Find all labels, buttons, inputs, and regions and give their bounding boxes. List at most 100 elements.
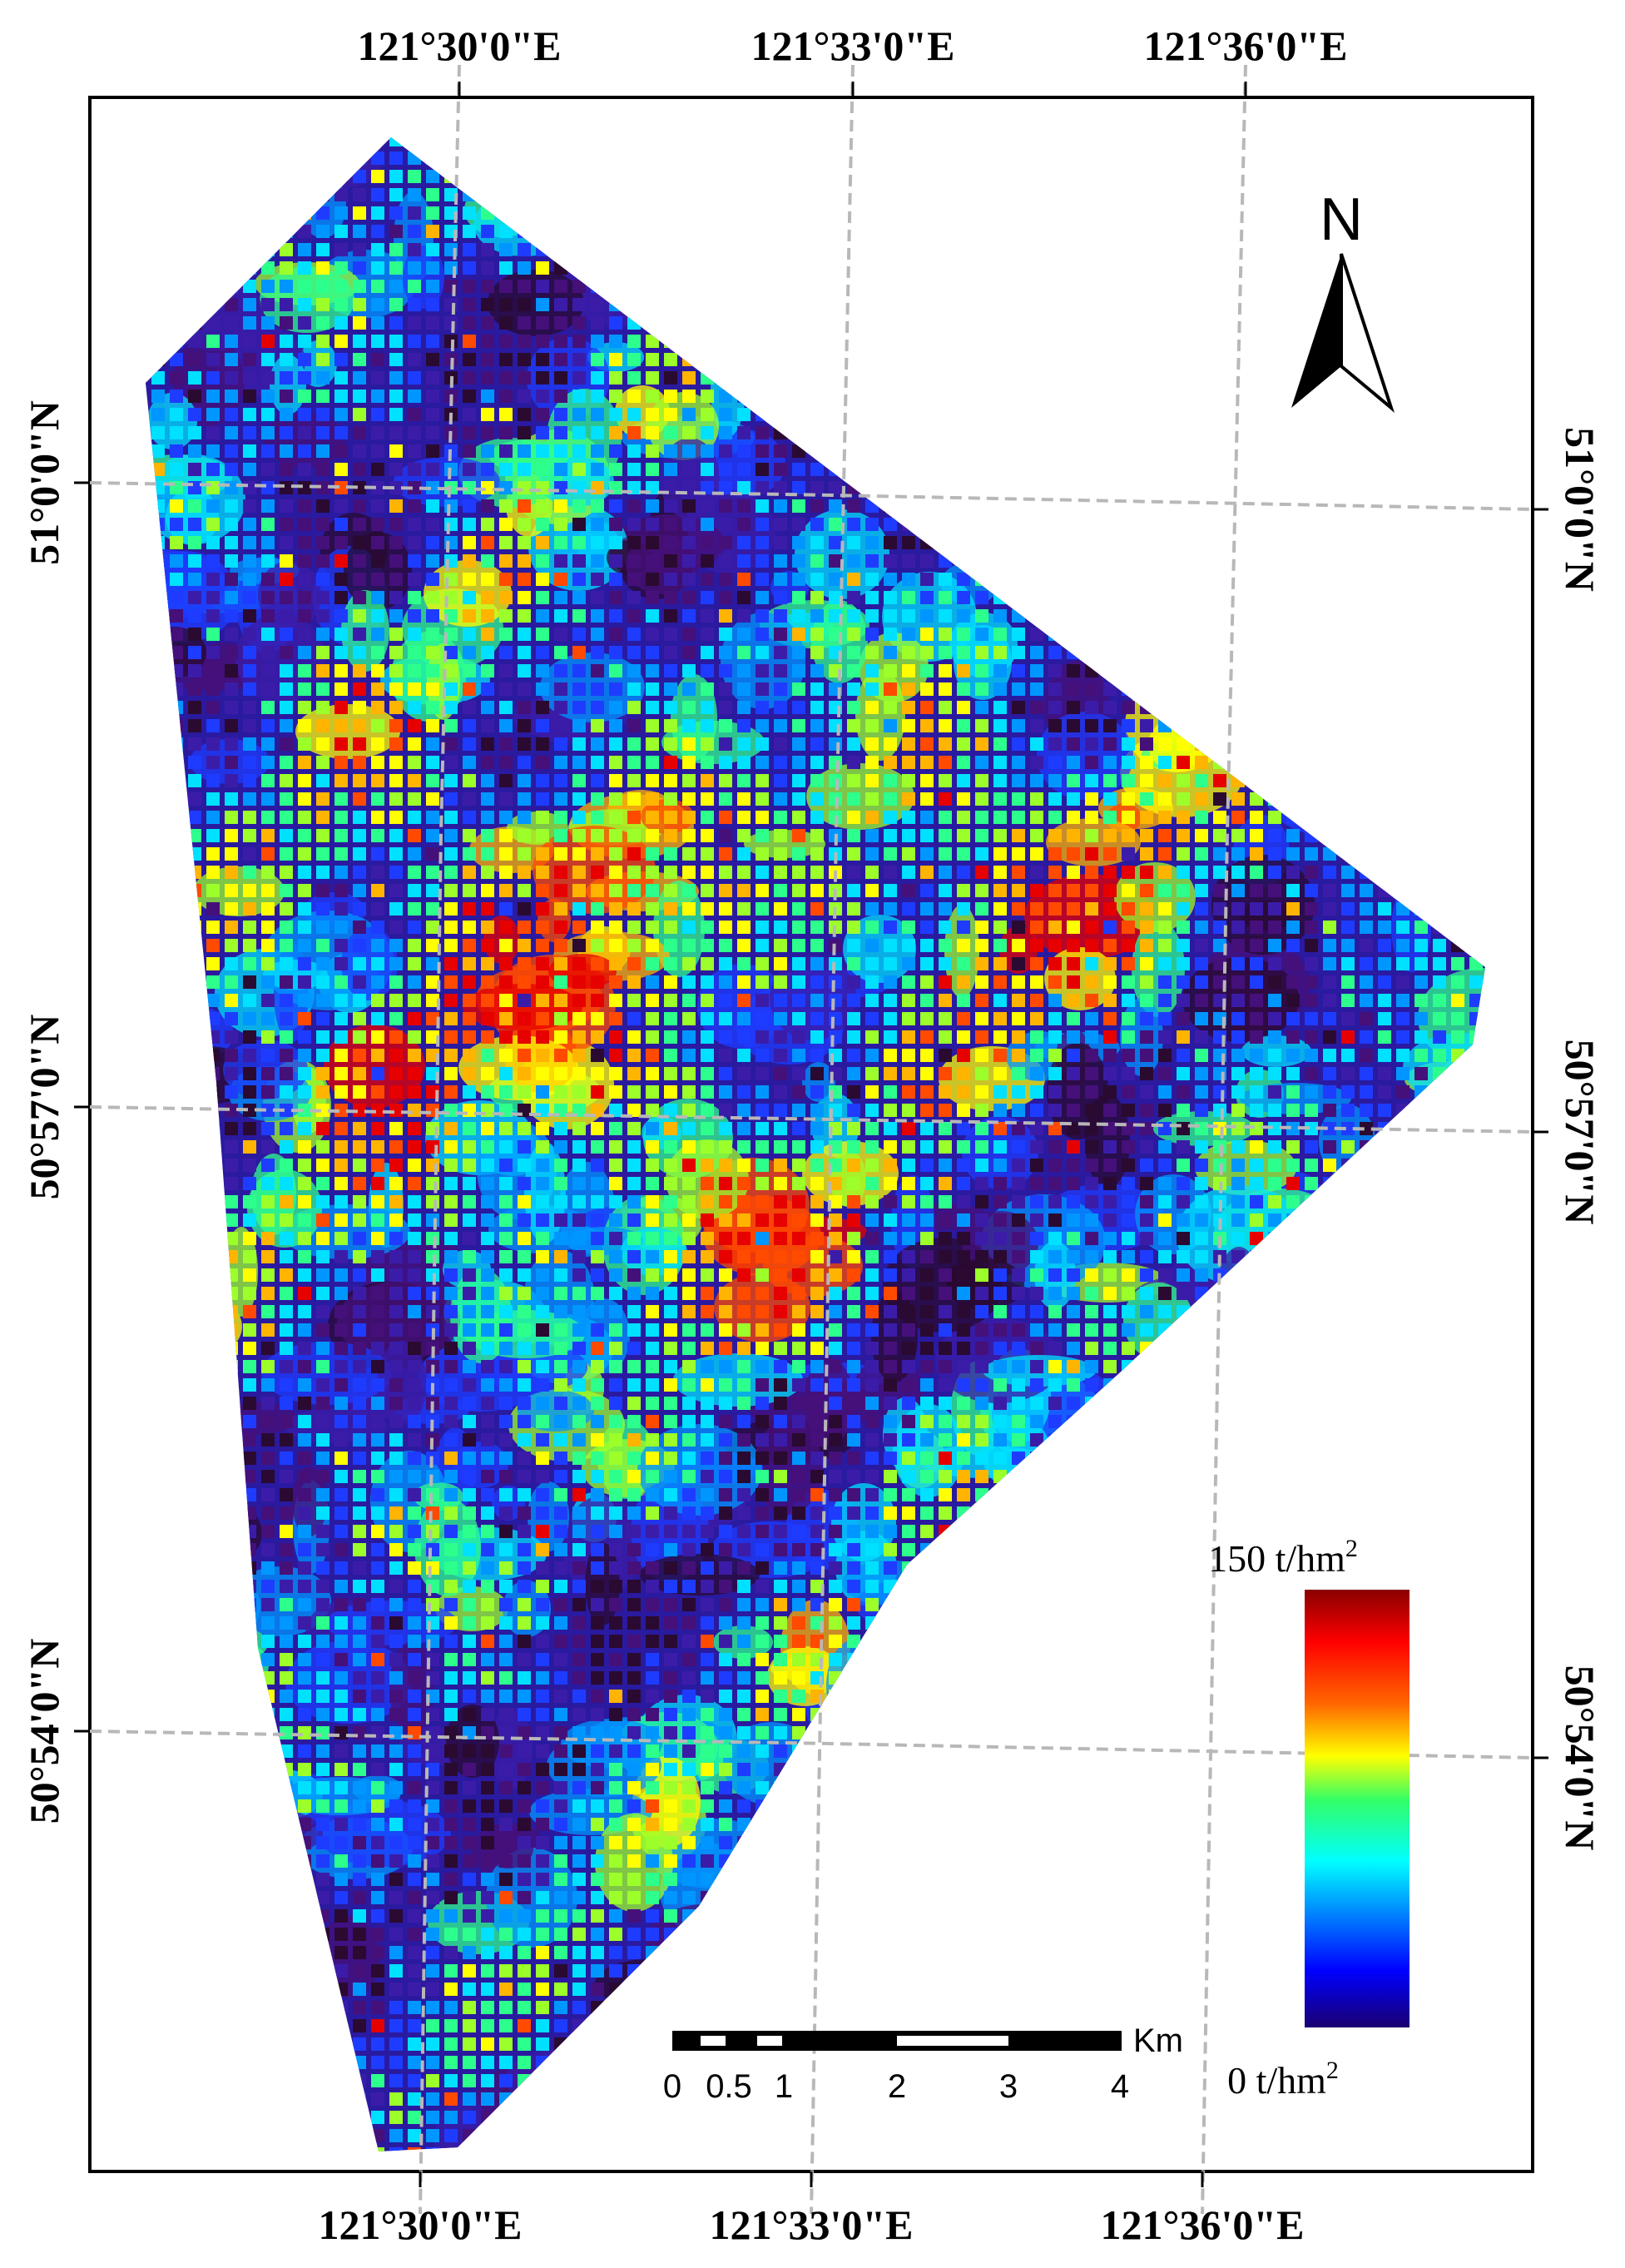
raster-pixel	[518, 353, 531, 366]
raster-pixel	[609, 884, 622, 897]
raster-pixel	[1268, 1122, 1281, 1135]
raster-pixel	[737, 1122, 751, 1135]
raster-pixel	[737, 481, 751, 494]
raster-pixel	[737, 975, 751, 989]
raster-pixel	[1177, 1049, 1190, 1062]
raster-pixel	[353, 939, 366, 952]
raster-pixel	[334, 499, 348, 513]
raster-pixel	[408, 701, 421, 714]
raster-pixel	[646, 939, 659, 952]
raster-pixel	[206, 975, 220, 989]
raster-pixel	[975, 994, 988, 1007]
raster-pixel	[902, 994, 915, 1007]
raster-pixel	[682, 664, 696, 677]
raster-pixel	[389, 316, 403, 330]
raster-pixel	[481, 701, 494, 714]
raster-pixel	[225, 664, 238, 677]
raster-pixel	[701, 847, 714, 861]
raster-pixel	[298, 1104, 311, 1117]
raster-pixel	[225, 737, 238, 751]
raster-pixel	[1122, 756, 1135, 769]
raster-pixel	[847, 1122, 860, 1135]
raster-pixel	[902, 573, 915, 586]
raster-pixel	[756, 994, 769, 1007]
raster-pixel	[518, 939, 531, 952]
raster-pixel	[1140, 1012, 1153, 1025]
raster-pixel	[1341, 866, 1355, 879]
raster-pixel	[225, 1085, 238, 1099]
raster-pixel	[902, 811, 915, 824]
raster-pixel	[1213, 1140, 1226, 1154]
raster-pixel	[756, 1159, 769, 1172]
raster-pixel	[499, 444, 513, 458]
raster-pixel	[1122, 1067, 1135, 1080]
raster-pixel	[682, 939, 696, 952]
raster-pixel	[1286, 1049, 1300, 1062]
raster-pixel	[664, 518, 677, 531]
raster-pixel	[1323, 957, 1336, 970]
raster-pixel	[316, 921, 329, 934]
raster-pixel	[719, 499, 732, 513]
raster-pixel	[334, 1177, 348, 1190]
raster-pixel	[298, 335, 311, 348]
raster-pixel	[737, 719, 751, 732]
raster-pixel	[408, 866, 421, 879]
raster-pixel	[243, 811, 256, 824]
raster-pixel	[1158, 1030, 1172, 1044]
raster-pixel	[646, 518, 659, 531]
raster-patch	[524, 1142, 566, 1243]
raster-pixel	[627, 390, 641, 403]
raster-pixel	[756, 628, 769, 641]
raster-pixel	[371, 829, 384, 842]
raster-pixel	[1030, 1067, 1043, 1080]
raster-pixel	[170, 628, 183, 641]
raster-pixel	[920, 591, 934, 604]
raster-pixel	[756, 1104, 769, 1117]
raster-pixel	[1140, 1104, 1153, 1117]
raster-pixel	[572, 1159, 586, 1172]
raster-pixel	[884, 628, 897, 641]
raster-pixel	[957, 1122, 970, 1135]
raster-pixel	[939, 1140, 952, 1154]
raster-pixel	[810, 957, 824, 970]
raster-pixel	[371, 737, 384, 751]
raster-pixel	[829, 554, 842, 568]
raster-pixel	[719, 426, 732, 439]
raster-pixel	[774, 1177, 787, 1190]
raster-pixel	[280, 536, 293, 549]
raster-pixel	[627, 554, 641, 568]
raster-pixel	[1231, 792, 1245, 806]
raster-pixel	[682, 921, 696, 934]
raster-pixel	[1286, 975, 1300, 989]
raster-pixel	[408, 591, 421, 604]
raster-pixel	[426, 316, 439, 330]
raster-pixel	[1012, 1177, 1025, 1190]
raster-pixel	[810, 463, 824, 476]
raster-pixel	[1268, 994, 1281, 1007]
raster-pixel	[1268, 811, 1281, 824]
raster-pixel	[518, 1122, 531, 1135]
raster-pixel	[518, 719, 531, 732]
raster-pixel	[518, 316, 531, 330]
raster-pixel	[518, 682, 531, 696]
raster-pixel	[847, 609, 860, 623]
raster-pixel	[810, 701, 824, 714]
raster-pixel	[627, 628, 641, 641]
raster-pixel	[920, 1085, 934, 1099]
raster-pixel	[1158, 847, 1172, 861]
raster-pixel	[737, 829, 751, 842]
raster-pixel	[591, 554, 604, 568]
raster-pixel	[737, 664, 751, 677]
raster-pixel	[389, 137, 403, 146]
raster-pixel	[920, 646, 934, 659]
raster-pixel	[774, 1159, 787, 1172]
raster-pixel	[1360, 884, 1373, 897]
raster-pixel	[1140, 902, 1153, 916]
raster-pixel	[957, 811, 970, 824]
raster-pixel	[884, 792, 897, 806]
raster-pixel	[1213, 829, 1226, 842]
raster-pixel	[261, 994, 275, 1007]
raster-pixel	[920, 847, 934, 861]
raster-pixel	[371, 701, 384, 714]
raster-pixel	[756, 957, 769, 970]
